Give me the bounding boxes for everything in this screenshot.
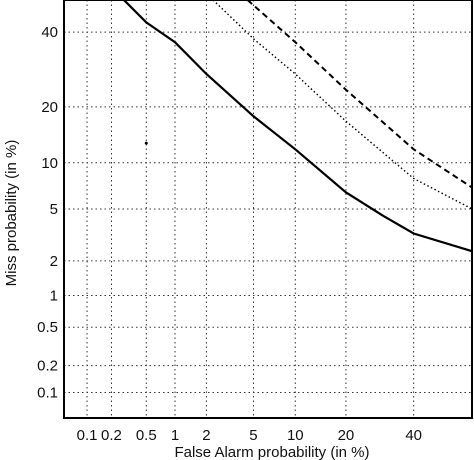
y-axis-title: Miss probability (in %) bbox=[3, 140, 20, 287]
plot-frame bbox=[63, 0, 473, 419]
y-tick-label: 0.1 bbox=[37, 385, 58, 402]
annotation-layer bbox=[144, 141, 148, 145]
y-tick-label: 20 bbox=[41, 99, 58, 116]
x-tick-label: 0.2 bbox=[101, 427, 122, 444]
y-tick-label: 10 bbox=[41, 155, 58, 172]
x-tick-label: 1 bbox=[171, 427, 179, 444]
x-tick-label: 0.1 bbox=[77, 427, 98, 444]
grid bbox=[64, 0, 472, 418]
series-3-dashed-line bbox=[246, 0, 473, 189]
series-2-dotted-line bbox=[212, 0, 473, 210]
y-tick-label: 40 bbox=[41, 24, 58, 41]
y-tick-label: 0.5 bbox=[37, 319, 58, 336]
point-marker bbox=[144, 141, 148, 145]
series-layer bbox=[123, 0, 473, 253]
x-tick-label: 10 bbox=[287, 427, 304, 444]
x-axis-title: False Alarm probability (in %) bbox=[174, 444, 369, 460]
y-tick-label: 5 bbox=[50, 201, 58, 218]
series-1-solid-line bbox=[123, 0, 473, 253]
x-tick-label: 2 bbox=[202, 427, 210, 444]
x-tick-label: 0.5 bbox=[136, 427, 157, 444]
y-tick-label: 0.2 bbox=[37, 358, 58, 375]
x-tick-label: 20 bbox=[338, 427, 355, 444]
y-tick-label: 2 bbox=[50, 253, 58, 270]
x-tick-label: 40 bbox=[405, 427, 422, 444]
y-tick-label: 1 bbox=[50, 288, 58, 305]
x-tick-label: 5 bbox=[249, 427, 257, 444]
